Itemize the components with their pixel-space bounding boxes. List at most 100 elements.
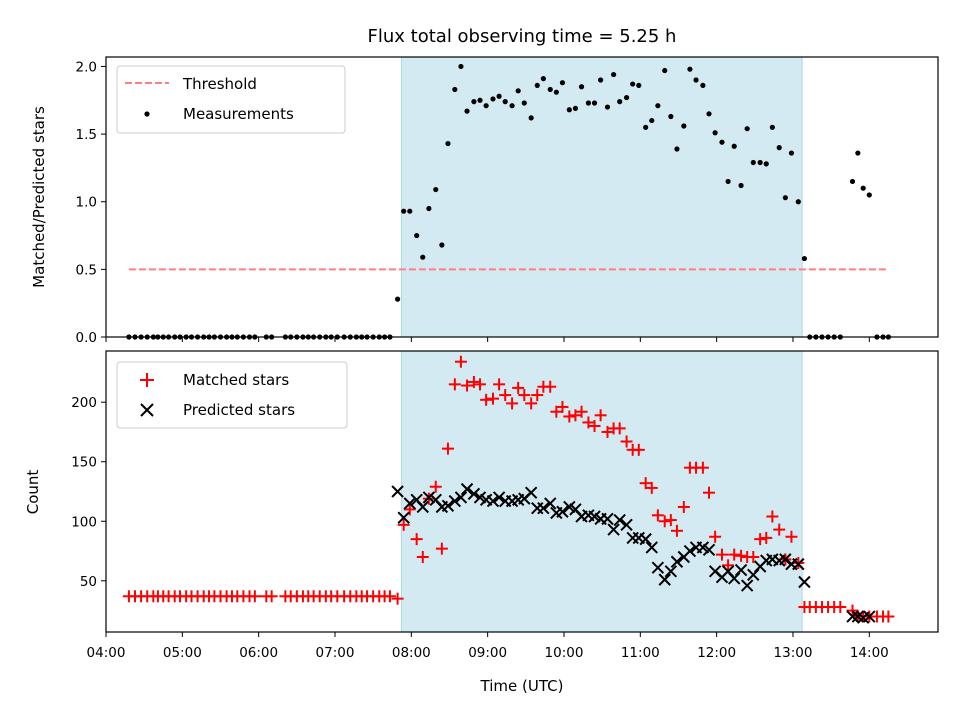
measurements-point [744,126,750,132]
predicted-stars-point [645,541,658,554]
matched-stars-point [722,559,735,572]
measurements-point [483,103,489,109]
predicted-stars-point-b [851,610,865,623]
top-legend-box [116,65,346,134]
predicted-stars-point-b [632,531,645,545]
predicted-stars-point-b [639,532,652,546]
x-tick-label: 04:00 [87,645,126,661]
measurements-point [788,150,795,156]
x-tick-label: 14:00 [850,645,889,661]
predicted-stars-point [403,497,417,510]
measurements-point [572,105,579,112]
predicted-stars-point-b [734,563,748,577]
measurements-point [458,63,464,70]
matched-stars-point [785,530,798,543]
predicted-stars-point [740,579,754,592]
x-tick-label: 06:00 [239,645,278,661]
matched-stars-point [454,355,467,368]
matched-stars-point [575,405,588,418]
predicted-stars-point-b [492,491,506,504]
bottom-y-axis-label: Count [24,470,42,515]
predicted-stars-point [416,500,429,514]
measurements-point [471,99,477,105]
predicted-stars-point [448,494,462,508]
predicted-stars-point-b [441,499,455,512]
predicted-stars-point [792,557,805,571]
x-axis-label: Time (UTC) [480,677,564,695]
matched-stars-point [391,592,404,605]
predicted-stars-point-b [664,565,678,578]
legend-measurements-label: Measurements [183,105,294,123]
predicted-stars-point-b [563,500,576,514]
matched-stars-point [480,393,493,406]
predicted-stars-point [397,511,410,524]
measurements-point [866,192,872,198]
matched-stars-point [486,392,499,405]
matched-stars-point [670,524,683,537]
measurements-point [502,99,508,105]
matched-stars-point [582,416,595,429]
predicted-stars-point-b [422,491,436,504]
legend-measurements-swatch [144,111,150,117]
predicted-stars-point-b [569,503,582,516]
measurements-point [712,130,718,136]
measurements-point [662,67,668,74]
measurements-point [630,81,636,87]
matched-stars-point [773,523,786,536]
measurements-point [687,66,693,72]
measurements-point [528,115,534,121]
matched-stars-point [709,530,722,543]
chart-title: Flux total observing time = 5.25 h [368,26,677,47]
predicted-stars-point [467,487,481,501]
predicted-stars-point-b [727,572,741,585]
measurements-point [643,124,649,130]
matched-stars-point [499,389,512,402]
predicted-stars-point-b [645,541,658,554]
predicted-stars-point [486,494,500,508]
matched-stars-point [448,378,461,391]
matched-stars-point [474,378,487,391]
measurements-point [407,208,413,214]
bottom-legend-box [116,361,348,429]
measurements-point [769,124,775,130]
predicted-stars-point [639,532,652,546]
measurements-point [477,97,483,103]
top-observing-window [401,57,803,337]
predicted-stars-point-b [683,544,697,558]
measurements-point [414,232,420,239]
matched-stars-point [416,550,429,563]
predicted-stars-point [664,565,678,578]
measurements-point [521,100,527,106]
legend-predicted-label: Predicted stars [183,401,295,419]
measurements-point [668,113,674,120]
measurements-point [623,94,630,101]
predicted-stars-point [658,573,671,586]
predicted-stars-point [683,544,697,558]
predicted-stars-point [544,497,557,510]
legend-matched-label: Matched stars [183,371,289,389]
predicted-stars-point [651,561,665,574]
measurements-point [757,159,763,166]
matched-stars-point [613,422,626,435]
predicted-stars-point-b [721,565,735,578]
measurements-point [700,82,706,89]
predicted-stars-point [734,563,748,577]
predicted-stars-point-b [524,486,538,499]
predicted-stars-point-b [766,553,779,566]
measurements-point [855,150,861,156]
measurements-point [655,103,661,109]
matched-stars-point [429,480,442,493]
bottom-panel: 50 100 150 200 04:00 05:00 06:00 07:00 08:00 09:0… [71,350,939,661]
measurements-point [763,161,769,167]
measurements-point [426,205,432,212]
measurements-point [719,139,725,145]
matched-stars-point [645,481,658,494]
predicted-stars-point-b [696,541,710,554]
predicted-stars-point [727,572,741,585]
measurements-point [534,82,540,89]
predicted-stars-point-b [620,518,633,532]
measurements-point [553,89,559,95]
predicted-stars-point-b [792,557,805,571]
measurements-point [452,86,458,93]
measurements-point [394,296,401,302]
